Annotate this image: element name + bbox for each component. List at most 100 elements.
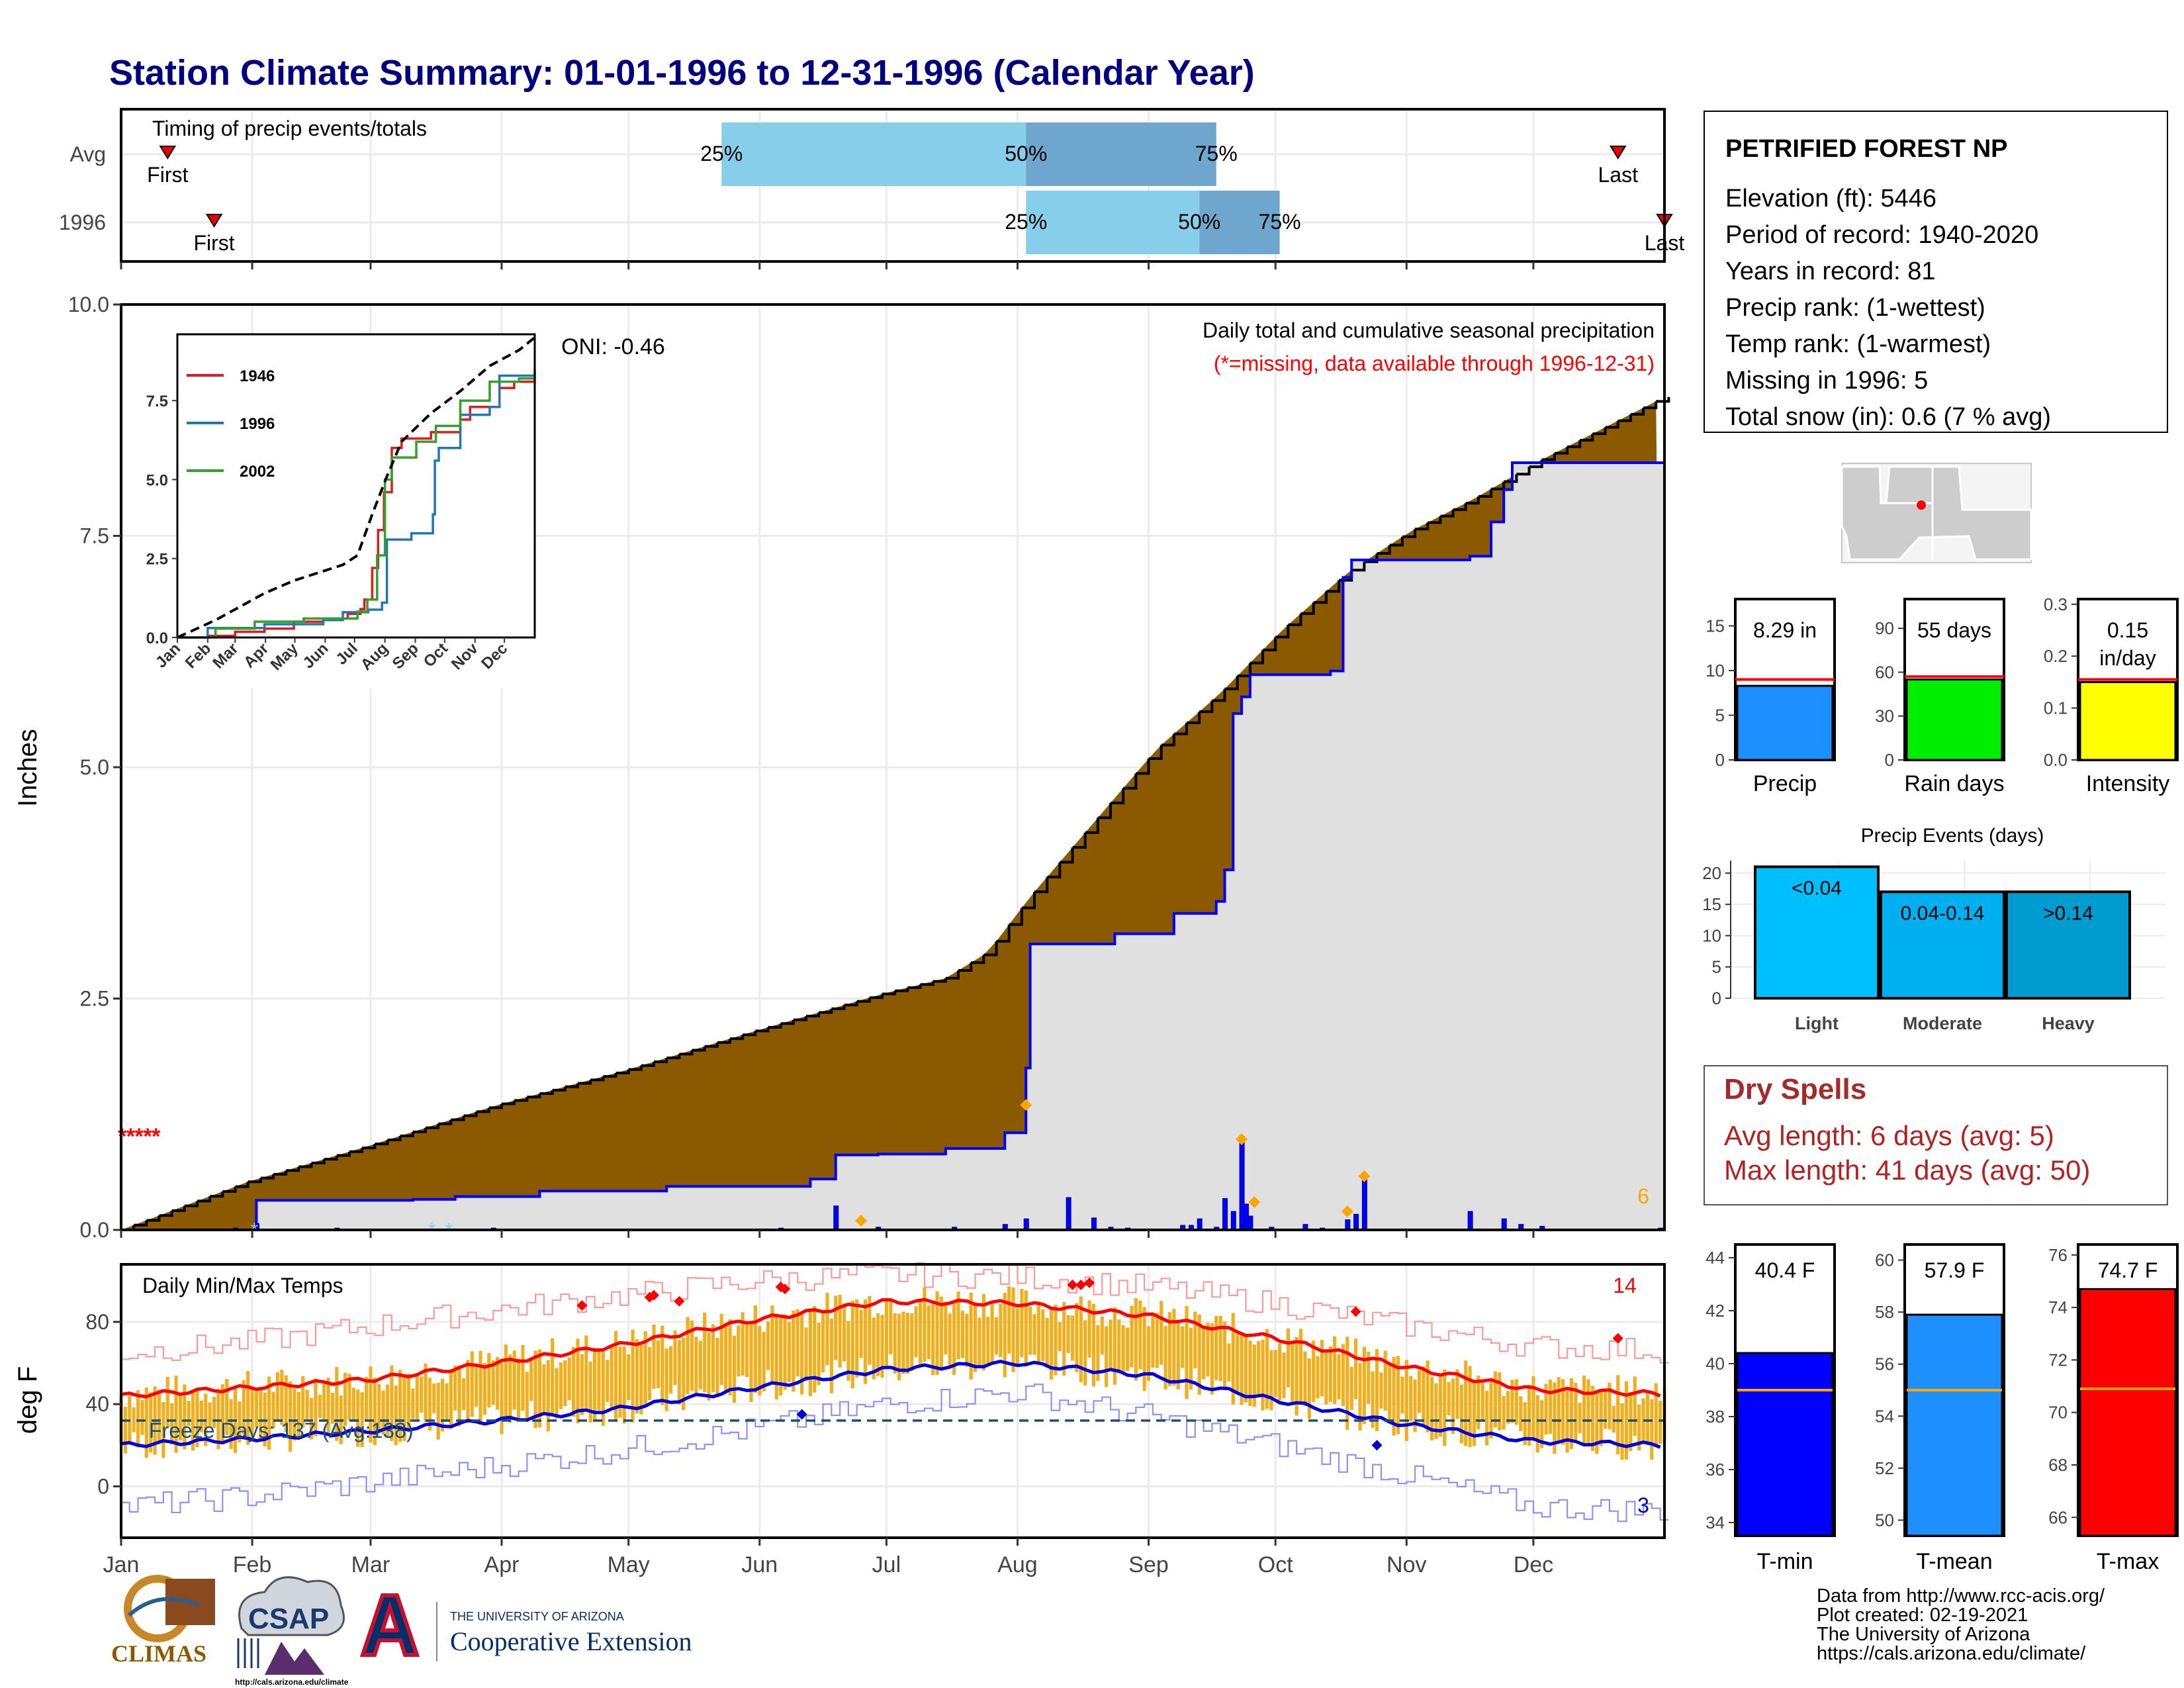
daily-record-marker: [1020, 1099, 1032, 1111]
footer-credits: Data from http://www.rcc-acis.org/ Plot …: [1817, 1585, 2105, 1664]
daily-precip-bar: [1248, 1215, 1253, 1231]
daily-temp-bar: [1181, 1326, 1185, 1368]
footer-line: The University of Arizona: [1817, 1624, 2030, 1645]
record-high-marker: [1612, 1333, 1623, 1344]
daily-temp-bar: [487, 1352, 491, 1408]
daily-temp-bar: [1125, 1327, 1130, 1372]
timing-bar-lower: [721, 122, 1026, 186]
station-line: Precip rank: (1-wettest): [1725, 294, 1985, 322]
events-title: Precip Events (days): [1861, 825, 2044, 847]
precip-subtitle: (*=missing, data available through 1996-…: [1214, 352, 1655, 375]
daily-temp-bar: [1066, 1315, 1070, 1353]
daily-temp-bar: [132, 1407, 136, 1432]
daily-temp-bar: [981, 1293, 985, 1371]
daily-record-marker: [1236, 1133, 1248, 1145]
gauge-tick-label: 0: [1715, 750, 1725, 770]
footer-line: https://cals.arizona.edu/climate/: [1817, 1643, 2086, 1664]
station-line: Temp rank: (1-warmest): [1725, 330, 1991, 358]
daily-temp-bar: [664, 1348, 668, 1411]
daily-temp-bar: [533, 1350, 537, 1429]
daily-temp-bar: [1633, 1376, 1637, 1436]
daily-temp-bar: [944, 1301, 948, 1354]
daily-temp-bar: [1286, 1328, 1290, 1388]
daily-temp-bar: [402, 1376, 406, 1441]
daily-temp-bar: [521, 1344, 525, 1411]
gauge-bar: [1905, 679, 2003, 761]
event-bar-label: >0.14: [2043, 902, 2093, 924]
daily-temp-bar: [622, 1346, 626, 1424]
timing-bar-upper: [1026, 122, 1216, 186]
daily-temp-bar: [309, 1397, 314, 1440]
daily-temp-bar: [1117, 1319, 1121, 1374]
daily-temp-bar: [436, 1382, 440, 1440]
daily-temp-bar: [1020, 1288, 1024, 1358]
daily-temp-bar: [1121, 1325, 1125, 1374]
record-high-count: 14: [1613, 1274, 1637, 1297]
daily-temp-bar: [424, 1363, 428, 1422]
daily-temp-bar: [1265, 1329, 1269, 1409]
daily-temp-bar: [555, 1368, 559, 1419]
daily-precip-bar: [1091, 1217, 1097, 1231]
gauge-tick-label: 60: [1875, 662, 1894, 682]
daily-temp-bar: [229, 1399, 233, 1449]
daily-temp-bar: [1222, 1321, 1227, 1387]
inset-legend-label: 1946: [240, 367, 275, 385]
daily-temp-bar: [876, 1313, 880, 1376]
daily-temp-bar: [1569, 1378, 1574, 1450]
temps-y-tick-label: 40: [85, 1392, 109, 1416]
daily-temp-bar: [280, 1370, 284, 1425]
station-line: Missing in 1996: 5: [1725, 367, 1928, 395]
daily-temp-bar: [592, 1347, 597, 1420]
gauge-bar: [1736, 684, 1834, 761]
average-max-line: [120, 1297, 1661, 1399]
daily-temp-bar: [1637, 1405, 1641, 1451]
gauge-tick-label: 0: [1885, 750, 1894, 770]
daily-temp-bar: [846, 1321, 850, 1381]
daily-temp-bar: [868, 1295, 872, 1365]
event-bar: [1754, 865, 1880, 1000]
daily-temp-bar: [1007, 1286, 1011, 1354]
daily-temp-bar: [475, 1365, 478, 1407]
daily-temp-bar: [863, 1299, 868, 1384]
daily-temp-bar: [542, 1364, 546, 1415]
daily-temp-bar: [804, 1327, 808, 1382]
temp-gauge-tick-label: 74: [2048, 1297, 2068, 1317]
gauge-tick-label: 0.2: [2044, 646, 2068, 666]
timing-marker-last: [1609, 146, 1627, 160]
daily-temp-bar: [453, 1365, 457, 1411]
daily-temp-bar: [356, 1389, 360, 1447]
svg-text:http://cals.arizona.edu/climat: http://cals.arizona.edu/climate: [235, 1677, 349, 1687]
temp-gauge-tick-label: 36: [1706, 1460, 1725, 1479]
daily-temp-bar: [1257, 1340, 1261, 1397]
daily-temp-bar: [1151, 1315, 1155, 1368]
gauge-tick-label: 15: [1706, 616, 1725, 636]
daily-temp-bar: [1459, 1384, 1463, 1444]
precip-title: Daily total and cumulative seasonal prec…: [1203, 318, 1655, 342]
dry-spells-title: Dry Spells: [1724, 1073, 1866, 1105]
daily-temp-bar: [618, 1346, 622, 1418]
gauge-label: Precip: [1753, 771, 1817, 796]
daily-temp-bar: [719, 1313, 723, 1385]
daily-temp-bar: [1146, 1326, 1151, 1382]
daily-temp-bar: [1383, 1350, 1387, 1411]
daily-temp-bar: [318, 1394, 322, 1419]
daily-temp-bar: [1197, 1314, 1201, 1395]
location-map: [1841, 463, 2032, 563]
daily-temp-bar: [1506, 1391, 1510, 1424]
daily-temp-bar: [1531, 1376, 1535, 1439]
daily-temp-bar: [1277, 1343, 1282, 1401]
daily-precip-bar: [1023, 1218, 1029, 1231]
daily-temp-bar: [1316, 1356, 1320, 1399]
month-tick-label: Jun: [741, 1552, 778, 1577]
daily-temp-bar: [1252, 1344, 1256, 1407]
daily-temp-bar: [551, 1338, 555, 1415]
daily-temp-bar: [1367, 1352, 1371, 1404]
daily-temp-bar: [584, 1335, 588, 1410]
precip-y-tick-label: 7.5: [80, 524, 109, 548]
daily-temp-bar: [1109, 1319, 1113, 1370]
daily-temp-bar: [271, 1391, 275, 1429]
daily-temp-bar: [364, 1376, 369, 1421]
station-line: Years in record: 81: [1725, 258, 1936, 285]
daily-temp-bar: [187, 1401, 191, 1427]
daily-temp-bar: [1024, 1290, 1028, 1367]
